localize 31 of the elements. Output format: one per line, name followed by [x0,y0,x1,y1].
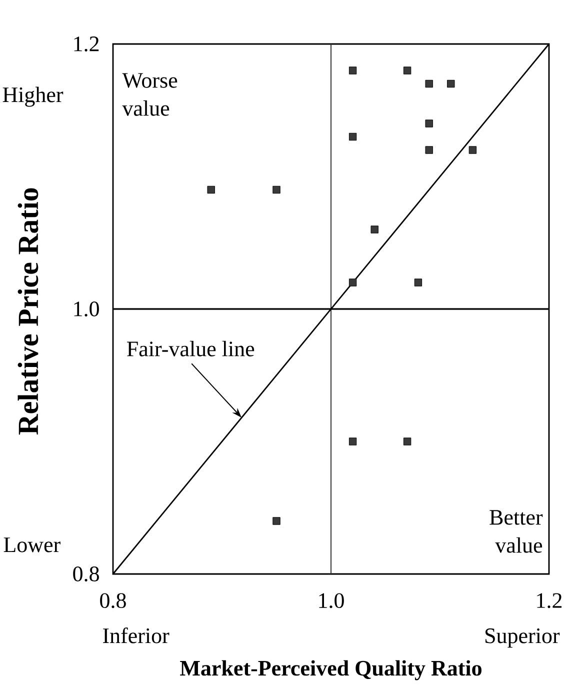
point [272,517,280,525]
text: Inferior [103,628,170,644]
point [207,186,215,194]
point [370,226,378,234]
y-tick-label: 0.8 [73,566,99,582]
point [403,438,412,446]
series-label: Fair-value line [127,340,254,356]
point [348,438,357,446]
x-tick-label: 0.8 [100,593,126,608]
point [348,278,357,286]
point [348,66,357,74]
point [468,146,477,154]
y-axis-title: Relative Price Ratio [18,188,38,435]
point [425,146,433,154]
text: Lower [4,538,60,552]
annotation: Worse value [122,73,178,116]
point [447,80,455,88]
x-tick-label: 1.0 [319,593,344,608]
point [403,66,412,74]
point [348,132,357,141]
point [425,120,433,128]
y-tick-label: 1.0 [74,302,99,316]
annotation: Better value [490,510,543,553]
y-tick-label: 1.2 [74,36,99,52]
x-tick-label: 1.2 [537,593,562,608]
point [414,278,422,286]
point [425,80,433,88]
text: Higher [2,86,64,107]
point [272,186,280,194]
x-axis-title: Market-Perceived Quality Ratio [180,660,482,680]
text: Superior [486,628,560,648]
